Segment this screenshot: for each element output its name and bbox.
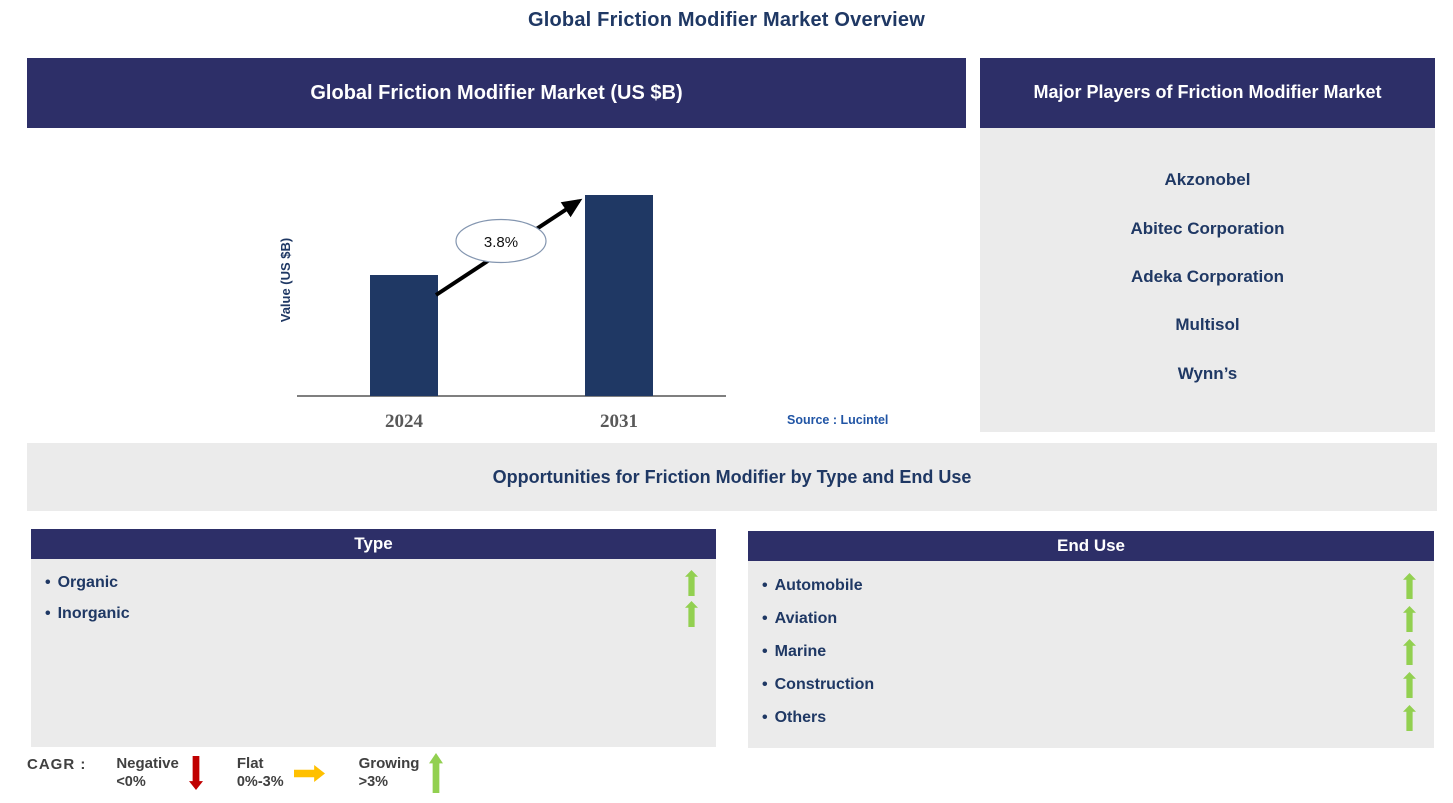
legend-item: Growing >3% [359,753,444,793]
opp-item-label: Aviation [774,609,838,627]
opp-item-label: Construction [774,675,875,693]
enduse-header: End Use [748,531,1434,561]
trend-up-icon [1403,605,1416,632]
trend-up-icon [685,569,698,596]
company-name: Wynn’s [1177,363,1238,383]
bullet-icon: • [45,573,51,591]
y-axis-label: Value (US $B) [278,238,293,323]
legend-range: >3% [358,774,389,791]
opp-item-label: Inorganic [57,604,130,622]
enduse-panel: End Use • Automobile • Aviation • Marine • Cons… [748,531,1434,748]
type-header: Type [31,529,716,559]
opp-item: • Organic [31,567,716,598]
cagr-ellipse [455,218,547,264]
bullet-icon: • [762,576,768,594]
cagr-value: 3.8% [484,234,518,251]
legend-items: Negative <0% Flat 0%-3% Growing >3% [116,753,444,793]
arrow-right-icon [293,764,325,782]
opportunities-band: Opportunities for Friction Modifier by T… [27,443,1437,511]
company-name: Abitec Corporation [1130,218,1285,238]
opp-item: • Automobile [748,569,1434,602]
trend-up-icon [1403,704,1416,731]
players-list: Akzonobel Abitec Corporation Adeka Corpora… [980,128,1435,432]
bar-chart: Value (US $B) 2024 2031 3.8% Source : Luc… [27,128,966,435]
bullet-icon: • [762,708,768,726]
chart-panel-header: Global Friction Modifier Market (US $B) [27,58,966,128]
trend-up-icon [1403,638,1416,665]
opp-item-label: Organic [57,573,119,591]
bar-2031 [585,195,653,396]
trend-up-icon [1403,671,1416,698]
arrow-up-icon [429,753,444,793]
cagr-legend: CAGR : Negative <0% Flat 0%-3% Growing >3% [27,753,444,793]
bullet-icon: • [762,675,768,693]
trend-up-icon [1403,572,1416,599]
bars [370,195,653,396]
opp-item-label: Marine [774,642,827,660]
x-tick-labels: 2024 2031 [385,411,638,432]
x-tick-label: 2024 [385,411,424,432]
opp-item: • Aviation [748,602,1434,635]
bar-2024 [370,275,438,396]
bullet-icon: • [762,642,768,660]
legend-item: Negative <0% [116,753,203,793]
bullet-icon: • [45,604,51,622]
page-title: Global Friction Modifier Market Overview [528,9,925,31]
company-name: Multisol [1175,315,1240,335]
legend-label: Growing [358,754,420,772]
opp-item: • Construction [748,668,1434,701]
players-panel: Major Players of Friction Modifier Marke… [980,58,1435,432]
legend-range: <0% [116,774,146,791]
source-text: Source : Lucintel [787,413,888,427]
legend-item: Flat 0%-3% [237,753,325,793]
trend-up-icon [685,600,698,627]
x-tick-label: 2031 [600,411,638,432]
bullet-icon: • [762,609,768,627]
legend-label: Negative [116,754,179,772]
opp-item-label: Others [774,708,827,726]
opportunities-title: Opportunities for Friction Modifier by T… [492,466,972,487]
players-header: Major Players of Friction Modifier Marke… [980,58,1435,128]
legend-label: Flat [236,754,264,772]
market-chart-panel: Global Friction Modifier Market (US $B) … [27,58,966,435]
opp-item: • Inorganic [31,598,716,629]
legend-title: CAGR : [27,756,87,773]
company-name: Akzonobel [1164,170,1251,190]
enduse-items: • Automobile • Aviation • Marine • Construction… [748,561,1434,748]
opp-item: • Others [748,701,1434,734]
arrow-down-icon [188,756,203,790]
legend-range: 0%-3% [236,774,284,791]
opp-item: • Marine [748,635,1434,668]
opp-item-label: Automobile [774,576,863,594]
company-name: Adeka Corporation [1130,266,1285,286]
type-items: • Organic • Inorganic [31,559,716,747]
type-panel: Type • Organic • Inorganic [31,529,716,747]
